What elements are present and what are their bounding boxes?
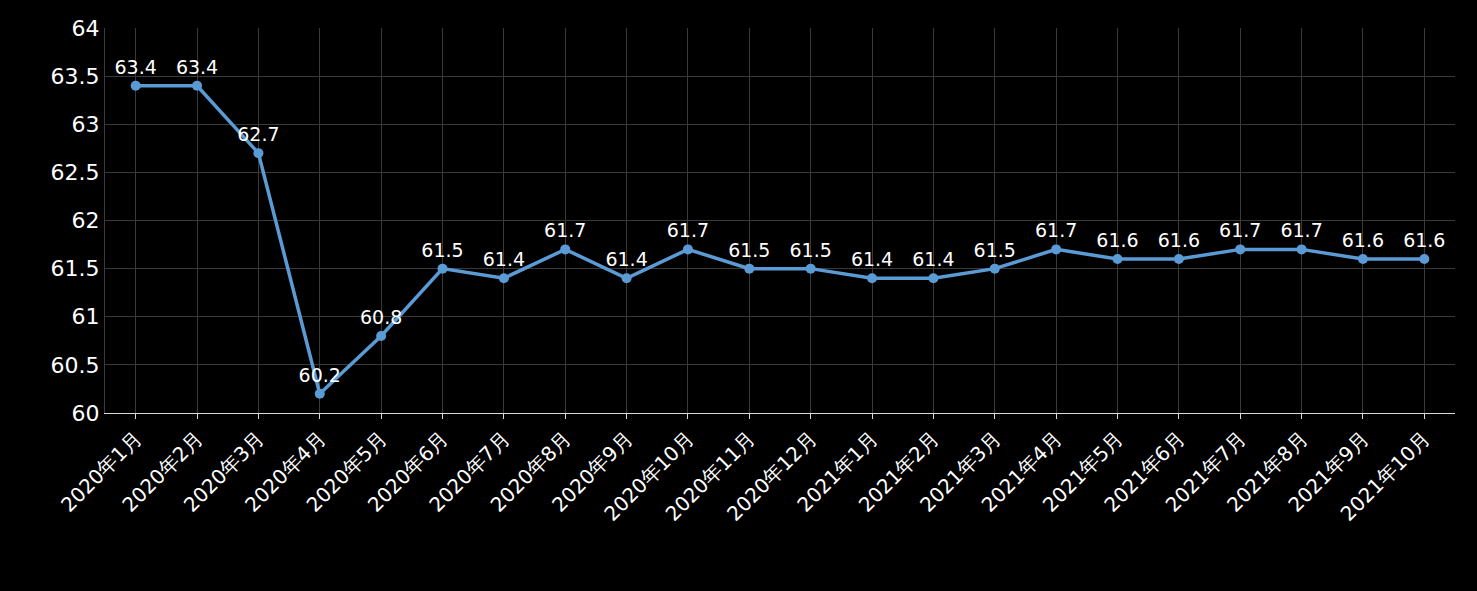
svg-text:61.7: 61.7 xyxy=(1280,219,1322,241)
svg-text:60.5: 60.5 xyxy=(51,353,100,378)
svg-text:61.4: 61.4 xyxy=(605,248,647,270)
svg-text:61.4: 61.4 xyxy=(912,248,954,270)
svg-text:62: 62 xyxy=(72,208,100,233)
svg-text:61.6: 61.6 xyxy=(1403,229,1445,251)
svg-text:2021年6月: 2021年6月 xyxy=(1099,427,1189,517)
svg-text:61.5: 61.5 xyxy=(974,239,1016,261)
svg-text:2021年2月: 2021年2月 xyxy=(854,427,944,517)
svg-text:61.5: 61.5 xyxy=(421,239,463,261)
svg-text:61.6: 61.6 xyxy=(1342,229,1384,251)
svg-text:63: 63 xyxy=(72,112,100,137)
svg-text:60.2: 60.2 xyxy=(299,364,341,386)
svg-text:61.4: 61.4 xyxy=(483,248,525,270)
svg-text:61.7: 61.7 xyxy=(1035,219,1077,241)
svg-text:2020年9月: 2020年9月 xyxy=(547,427,637,517)
svg-text:61.7: 61.7 xyxy=(667,219,709,241)
svg-text:64: 64 xyxy=(72,16,100,41)
svg-text:2020年7月: 2020年7月 xyxy=(424,427,514,517)
svg-text:61.7: 61.7 xyxy=(544,219,586,241)
svg-text:61.6: 61.6 xyxy=(1158,229,1200,251)
svg-text:2020年2月: 2020年2月 xyxy=(117,427,207,517)
svg-text:61.7: 61.7 xyxy=(1219,219,1261,241)
svg-text:61.4: 61.4 xyxy=(851,248,893,270)
svg-text:2021年9月: 2021年9月 xyxy=(1283,427,1373,517)
svg-text:2021年5月: 2021年5月 xyxy=(1038,427,1128,517)
svg-text:2021年3月: 2021年3月 xyxy=(915,427,1005,517)
svg-text:2020年3月: 2020年3月 xyxy=(179,427,269,517)
svg-text:61.5: 61.5 xyxy=(790,239,832,261)
svg-text:61.6: 61.6 xyxy=(1096,229,1138,251)
svg-text:2021年7月: 2021年7月 xyxy=(1161,427,1251,517)
svg-text:60: 60 xyxy=(72,401,100,426)
svg-text:2021年4月: 2021年4月 xyxy=(977,427,1067,517)
svg-text:2021年1月: 2021年1月 xyxy=(792,427,882,517)
svg-text:2020年1月: 2020年1月 xyxy=(56,427,146,517)
svg-text:63.4: 63.4 xyxy=(176,56,218,78)
svg-text:2021年10月: 2021年10月 xyxy=(1336,427,1435,526)
svg-text:2020年8月: 2020年8月 xyxy=(486,427,576,517)
svg-text:2020年4月: 2020年4月 xyxy=(240,427,330,517)
svg-text:60.8: 60.8 xyxy=(360,306,402,328)
svg-text:2020年11月: 2020年11月 xyxy=(661,427,760,526)
svg-text:2021年8月: 2021年8月 xyxy=(1222,427,1312,517)
svg-text:61.5: 61.5 xyxy=(51,256,100,281)
svg-text:2020年6月: 2020年6月 xyxy=(363,427,453,517)
svg-text:63.5: 63.5 xyxy=(51,64,100,89)
svg-text:2020年5月: 2020年5月 xyxy=(302,427,392,517)
svg-text:62.5: 62.5 xyxy=(51,160,100,185)
svg-text:63.4: 63.4 xyxy=(115,56,157,78)
svg-text:61: 61 xyxy=(72,304,100,329)
svg-text:2020年10月: 2020年10月 xyxy=(599,427,698,526)
svg-text:2020年12月: 2020年12月 xyxy=(722,427,821,526)
svg-text:61.5: 61.5 xyxy=(728,239,770,261)
svg-text:62.7: 62.7 xyxy=(237,123,279,145)
